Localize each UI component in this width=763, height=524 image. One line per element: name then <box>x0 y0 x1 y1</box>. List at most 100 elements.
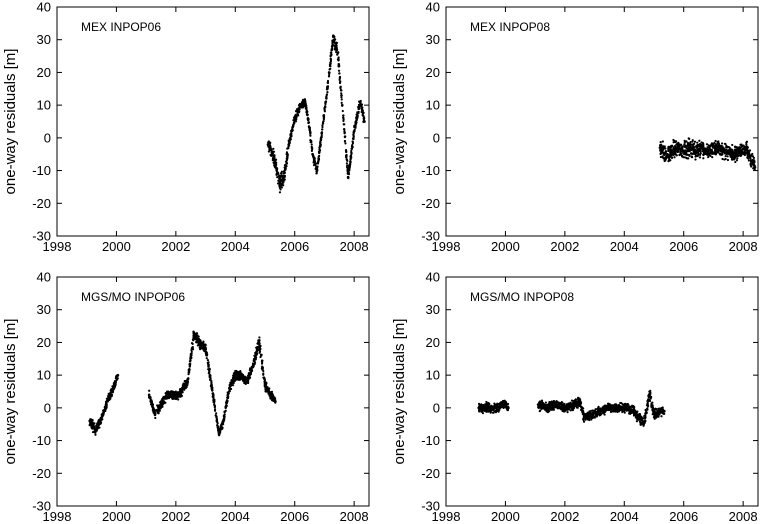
data-point <box>578 403 581 406</box>
data-point <box>258 349 261 352</box>
data-point <box>232 376 235 379</box>
data-point <box>204 350 208 353</box>
data-point <box>495 403 498 406</box>
data-point <box>567 408 571 411</box>
data-point <box>341 109 344 113</box>
data-point <box>213 404 216 407</box>
data-point <box>667 147 670 150</box>
data-point <box>296 113 299 116</box>
plot-frame <box>56 276 370 507</box>
data-point <box>205 352 208 355</box>
x-tick-label: 1998 <box>432 509 461 524</box>
data-point <box>206 362 210 365</box>
data-point <box>252 365 255 368</box>
data-point <box>268 145 271 149</box>
x-tick-label: 2006 <box>669 239 698 254</box>
data-point <box>725 146 728 149</box>
data-point <box>359 104 362 107</box>
data-point <box>231 384 235 387</box>
data-point <box>659 141 662 144</box>
data-point <box>255 350 258 353</box>
data-point <box>345 162 348 165</box>
data-point <box>235 373 238 376</box>
data-point <box>243 377 246 380</box>
data-point <box>694 158 697 161</box>
data-point <box>111 390 115 394</box>
data-point <box>591 409 594 412</box>
data-point <box>208 368 211 371</box>
data-point <box>181 391 184 394</box>
data-point <box>291 129 294 132</box>
data-point <box>668 153 671 157</box>
x-tick-label: 2008 <box>729 239 758 254</box>
data-point <box>504 406 507 409</box>
data-point <box>604 404 608 407</box>
data-point <box>253 361 257 364</box>
data-point <box>289 134 293 137</box>
data-point <box>272 150 276 153</box>
data-point <box>683 143 686 146</box>
data-point <box>488 408 492 411</box>
data-point <box>617 405 621 408</box>
data-point <box>644 412 647 415</box>
y-tick-label: -30 <box>421 229 440 244</box>
data-point <box>626 406 629 409</box>
data-point <box>267 150 270 153</box>
data-point <box>280 182 284 185</box>
data-point <box>113 380 116 383</box>
data-point <box>634 416 637 419</box>
data-point <box>506 406 509 410</box>
data-point <box>352 137 355 141</box>
data-point <box>176 396 179 399</box>
data-point <box>320 136 323 139</box>
data-point <box>274 401 277 404</box>
data-point <box>611 410 615 413</box>
data-point <box>609 407 612 410</box>
data-point <box>292 123 295 126</box>
data-point <box>491 411 495 414</box>
data-point <box>255 346 258 349</box>
data-point <box>354 123 357 126</box>
y-tick-label: 40 <box>37 0 51 15</box>
data-point <box>752 160 755 163</box>
data-point <box>224 404 228 407</box>
y-axis-label: one-way residuals [m] <box>2 319 19 465</box>
data-point <box>258 336 261 339</box>
data-point <box>695 150 698 153</box>
data-point <box>332 38 335 41</box>
data-point <box>649 389 652 392</box>
data-point <box>241 376 244 379</box>
y-tick-label: -10 <box>421 433 440 448</box>
data-point <box>284 160 288 163</box>
data-point <box>343 139 347 143</box>
data-point <box>324 105 327 108</box>
data-point <box>264 382 267 385</box>
data-point <box>359 99 362 103</box>
data-point <box>747 153 750 157</box>
data-point <box>333 41 336 44</box>
data-point <box>363 117 366 120</box>
data-point <box>683 156 686 159</box>
series-mex-inpop06 <box>266 34 366 194</box>
data-point <box>705 152 708 155</box>
data-point <box>302 103 305 106</box>
data-point <box>552 400 556 403</box>
data-point <box>339 89 343 92</box>
data-point <box>234 378 237 382</box>
y-tick-label: 30 <box>426 302 440 317</box>
data-point <box>317 158 320 161</box>
data-point <box>326 81 330 84</box>
data-point <box>280 170 284 173</box>
data-point <box>708 152 711 155</box>
data-point <box>273 154 276 157</box>
data-point <box>289 136 292 139</box>
data-point <box>259 355 262 359</box>
data-point <box>178 390 182 393</box>
data-point <box>679 153 682 156</box>
data-point <box>692 147 695 150</box>
data-point <box>673 149 676 152</box>
x-tick-label: 2002 <box>550 509 579 524</box>
data-point <box>621 405 624 408</box>
data-point <box>546 411 550 414</box>
data-point <box>288 139 291 142</box>
